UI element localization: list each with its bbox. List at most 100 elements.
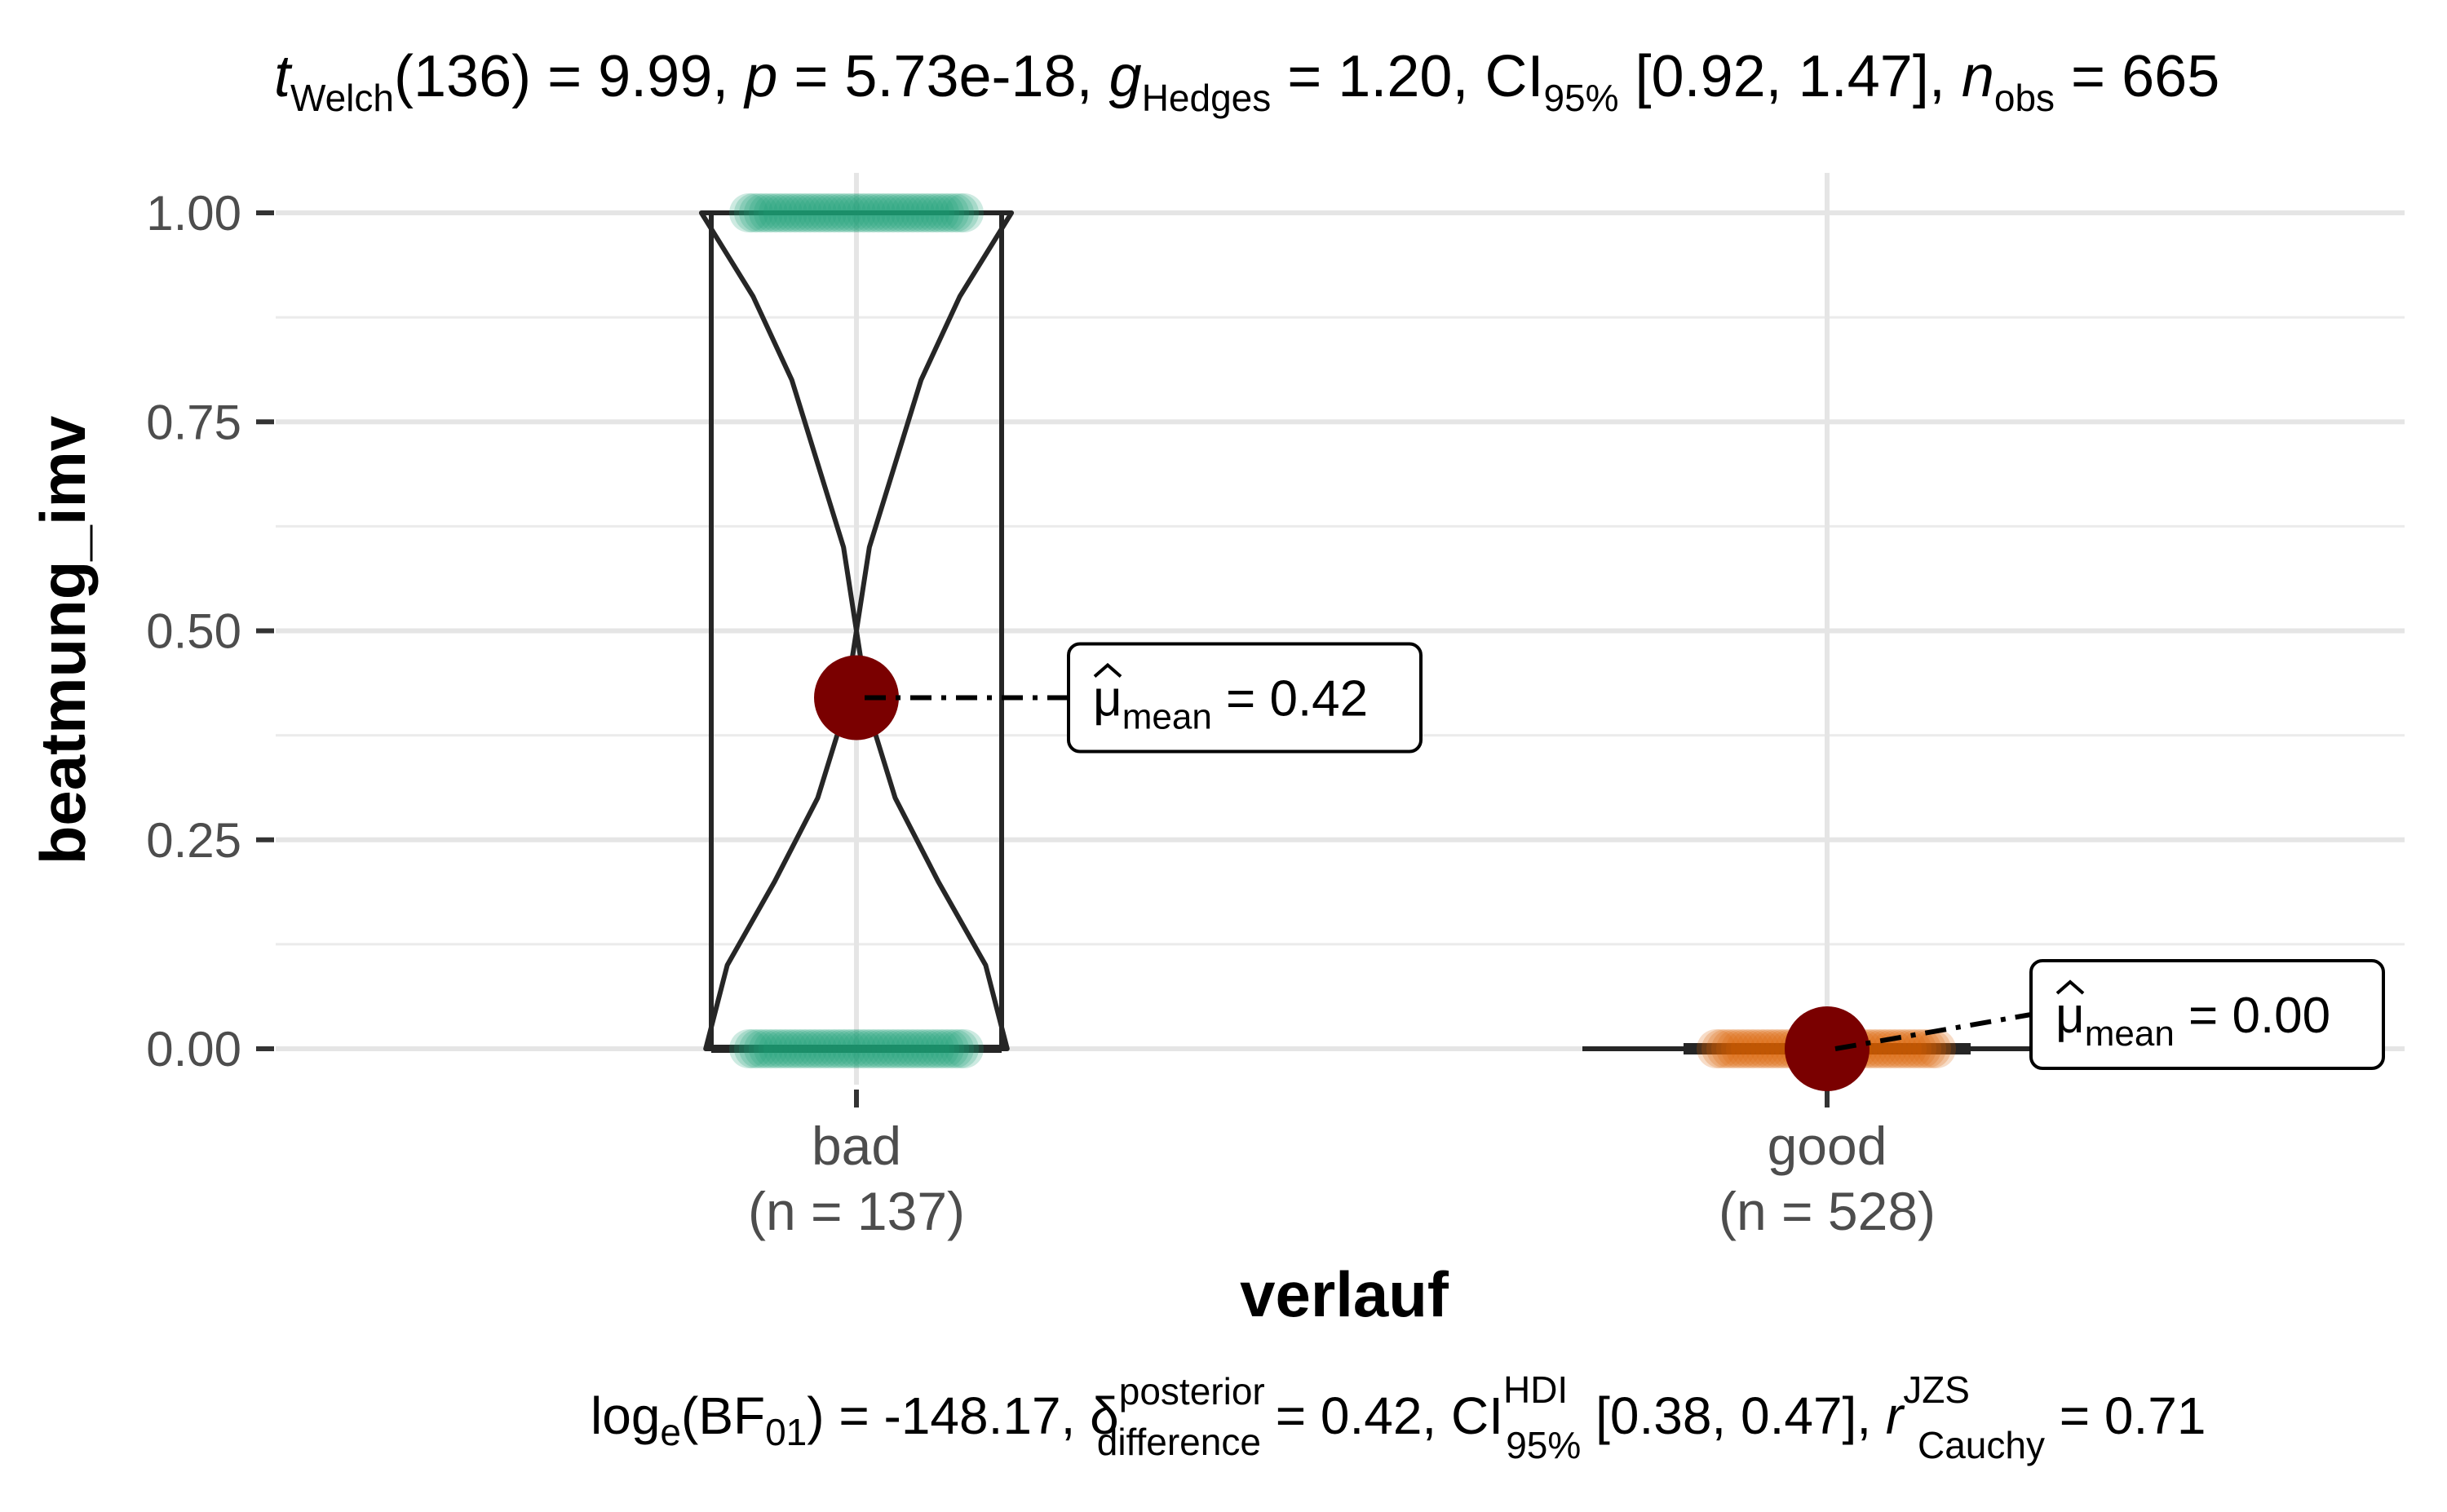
data-point (1897, 1029, 1936, 1068)
data-point (905, 193, 945, 232)
data-point (920, 193, 959, 232)
data-point (822, 193, 861, 232)
data-point (910, 1029, 949, 1068)
data-point (871, 1029, 910, 1068)
mean-label-text: μmean = 0.42 (1093, 671, 1368, 737)
data-point (798, 1029, 837, 1068)
data-point (930, 193, 969, 232)
data-point (778, 193, 817, 232)
data-point (788, 1029, 827, 1068)
data-point (852, 193, 891, 232)
data-point (763, 193, 803, 232)
data-point (1750, 1029, 1790, 1068)
data-point (866, 193, 905, 232)
data-point (783, 1029, 822, 1068)
data-point (891, 1029, 930, 1068)
data-point (754, 1029, 793, 1068)
data-point (945, 1029, 984, 1068)
data-point (847, 193, 886, 232)
mean-point (1785, 1006, 1870, 1091)
data-point (1912, 1029, 1951, 1068)
data-point (763, 1029, 803, 1068)
data-point (876, 193, 915, 232)
data-point (861, 1029, 900, 1068)
mu-hat-mark (1093, 662, 1122, 679)
data-point (881, 1029, 920, 1068)
data-point (822, 1029, 861, 1068)
y-axis: 0.00 0.25 0.50 0.75 1.00 (146, 186, 274, 1077)
mean-label-box (2029, 959, 2385, 1070)
data-point (1711, 1029, 1750, 1068)
mean-label-text: μmean = 0.00 (2055, 988, 2330, 1054)
data-point (734, 193, 773, 232)
data-point (1907, 1029, 1946, 1068)
data-point (808, 193, 847, 232)
x-category-n-label: (n = 528) (1719, 1181, 1936, 1241)
data-point (827, 193, 866, 232)
data-point (803, 193, 842, 232)
data-point (793, 1029, 832, 1068)
data-point (891, 193, 930, 232)
data-point (852, 1029, 891, 1068)
data-point (930, 1029, 969, 1068)
y-axis-title: beatmung_imv (27, 415, 99, 864)
y-tick-label: 0.50 (146, 604, 241, 659)
data-point (739, 193, 778, 232)
data-point (803, 1029, 842, 1068)
data-point (842, 193, 881, 232)
data-point (1755, 1029, 1794, 1068)
data-point (744, 1029, 783, 1068)
data-point (900, 193, 940, 232)
data-point (886, 1029, 925, 1068)
data-point (729, 193, 768, 232)
data-point (1731, 1029, 1770, 1068)
data-point (886, 193, 925, 232)
y-tick-label: 1.00 (146, 186, 241, 241)
data-point (1917, 1029, 1956, 1068)
chart-caption: loge(BF01) = -148.17, δposterior differen… (591, 1368, 2206, 1466)
data-point (832, 1029, 871, 1068)
mean-label-box (1067, 642, 1423, 754)
data-point (812, 193, 852, 232)
data-point (739, 1029, 778, 1068)
x-axis-title: verlauf (1240, 1258, 1449, 1330)
data-point (925, 1029, 964, 1068)
data-point (832, 193, 871, 232)
data-point (788, 193, 827, 232)
data-point (759, 1029, 798, 1068)
data-point (915, 1029, 954, 1068)
data-point (1697, 1029, 1736, 1068)
data-point (749, 1029, 788, 1068)
data-point (856, 1029, 896, 1068)
data-point (783, 193, 822, 232)
data-point (935, 1029, 974, 1068)
data-point (729, 1029, 768, 1068)
data-point (837, 1029, 876, 1068)
data-point (847, 1029, 886, 1068)
data-point (876, 1029, 915, 1068)
x-category-label: bad (812, 1116, 901, 1176)
data-point (866, 1029, 905, 1068)
data-point (837, 193, 876, 232)
y-tick-label: 0.75 (146, 395, 241, 449)
data-point (881, 193, 920, 232)
data-point (925, 193, 964, 232)
data-point (900, 1029, 940, 1068)
data-point (754, 193, 793, 232)
data-point (734, 1029, 773, 1068)
data-point (915, 193, 954, 232)
data-point (768, 1029, 808, 1068)
data-point (1721, 1029, 1760, 1068)
data-point (808, 1029, 847, 1068)
chart-subtitle: tWelch(136) = 9.99, p = 5.73e-18, gHedge… (274, 44, 2219, 119)
data-point (940, 193, 979, 232)
data-point (940, 1029, 979, 1068)
data-point (827, 1029, 866, 1068)
data-point (856, 193, 896, 232)
data-point (1902, 1029, 1941, 1068)
x-category-n-label: (n = 137) (748, 1181, 965, 1241)
data-point (1701, 1029, 1741, 1068)
data-point (842, 1029, 881, 1068)
data-point (861, 193, 900, 232)
